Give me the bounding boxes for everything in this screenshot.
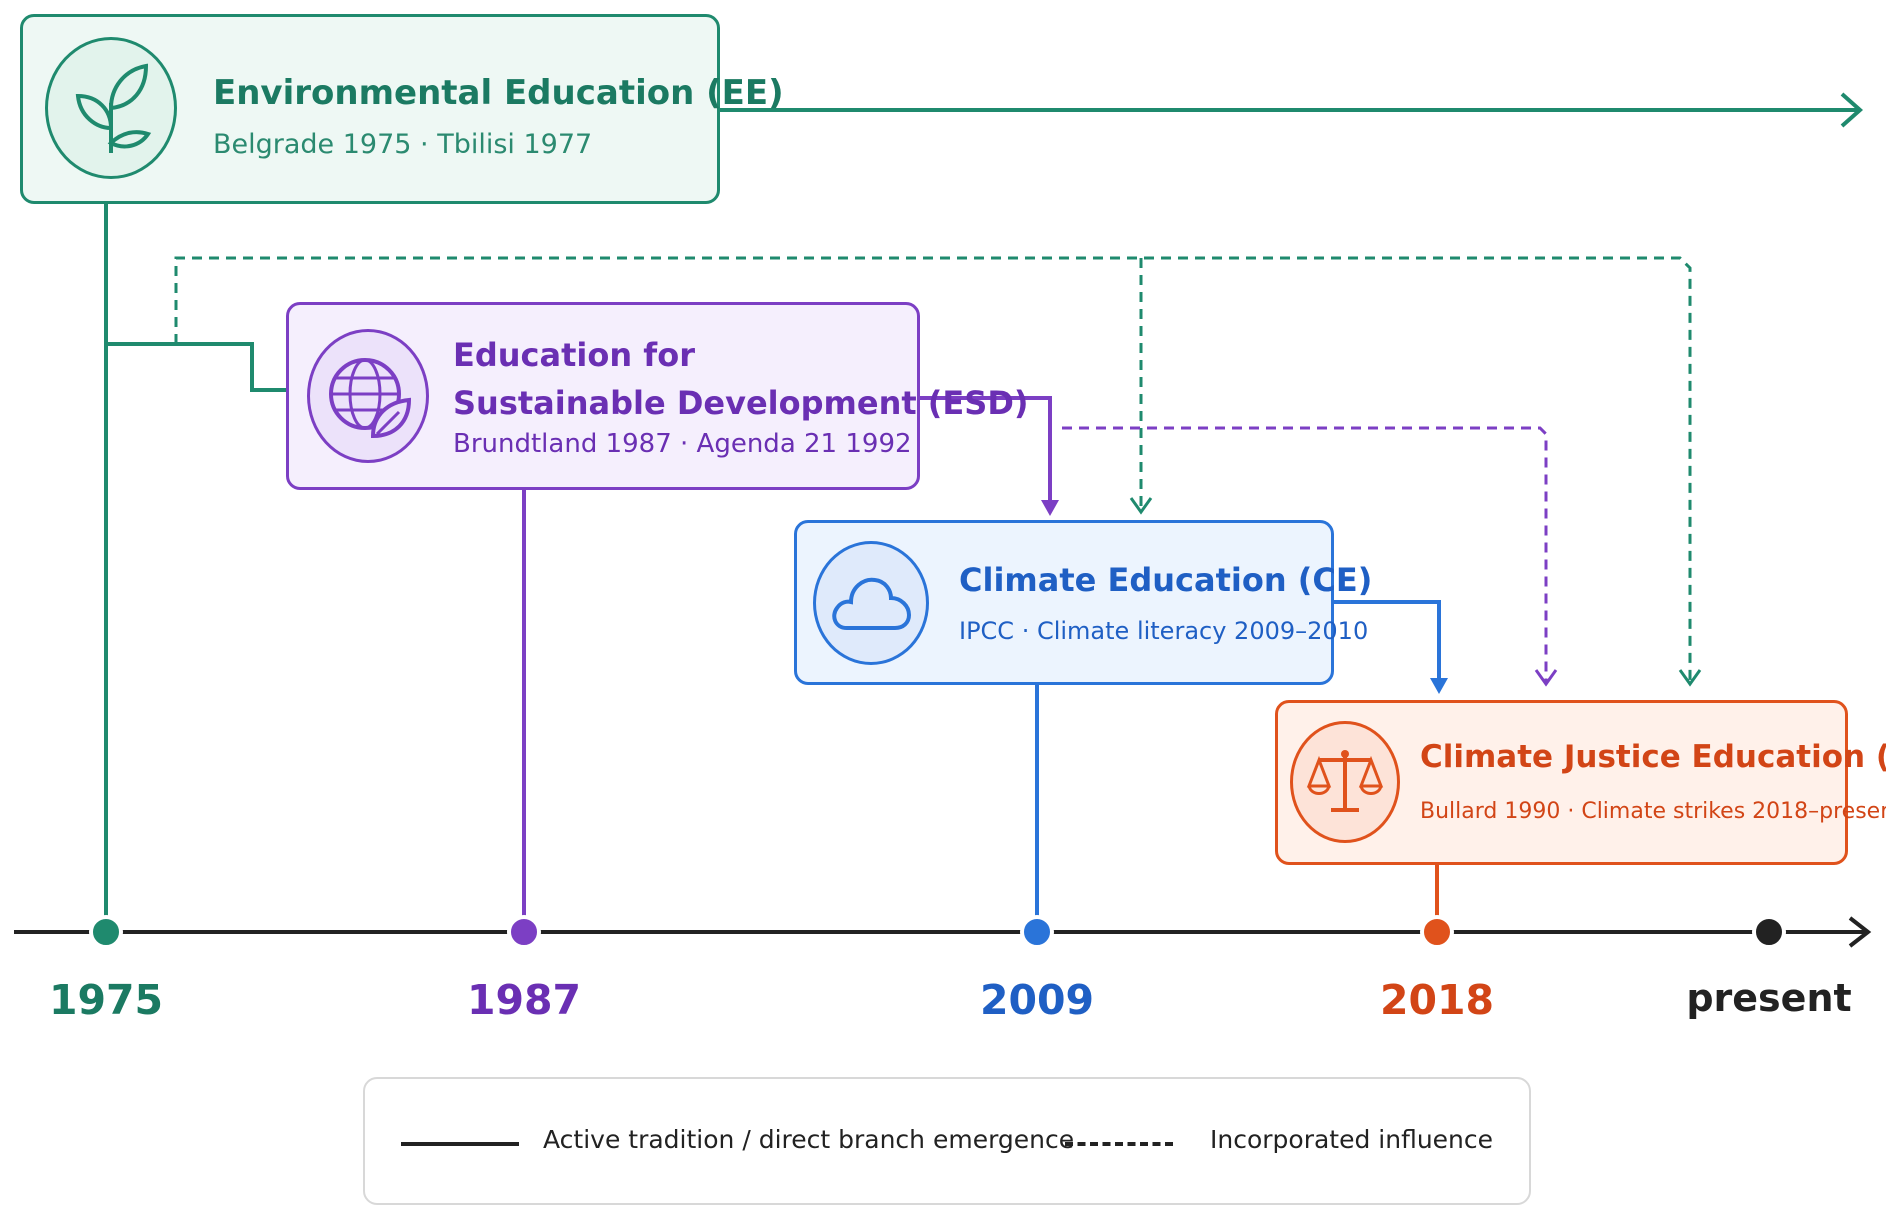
year-label-1975: 1975 — [48, 976, 164, 1024]
marker-2018 — [1420, 915, 1454, 949]
ee-continuation-arrowhead — [1840, 92, 1864, 128]
year-label-present: present — [1686, 976, 1852, 1020]
year-label-1987: 1987 — [466, 976, 582, 1024]
year-label-2009: 2009 — [979, 976, 1095, 1024]
ce-title: Climate Education (CE) — [959, 561, 1373, 599]
ce-to-cje-arrowhead — [1430, 678, 1448, 694]
ee-influence-arrowhead-cje — [1678, 669, 1702, 687]
ee-subtitle: Belgrade 1975 · Tbilisi 1977 — [213, 129, 593, 160]
cje-subtitle: Bullard 1990 · Climate strikes 2018–pres… — [1420, 799, 1886, 824]
ce-to-cje-branch — [1334, 600, 1441, 684]
globe-leaf-icon — [307, 329, 429, 463]
marker-1975 — [89, 915, 123, 949]
ee-tradition-box: Environmental Education (EE) Belgrade 19… — [20, 14, 784, 204]
legend: Active tradition / direct branch emergen… — [363, 1077, 1531, 1205]
cje-title: Climate Justice Education (CJE) — [1420, 739, 1886, 775]
ee-title: Environmental Education (EE) — [213, 73, 784, 113]
legend-solid-label: Active tradition / direct branch emergen… — [543, 1125, 1075, 1154]
year-label-2018: 2018 — [1379, 976, 1495, 1024]
cje-tradition-box: Climate Justice Education (CJE) Bullard … — [1275, 700, 1886, 865]
legend-dashed-label: Incorporated influence — [1210, 1125, 1494, 1154]
legend-dashed-swatch — [1065, 1142, 1173, 1146]
esd-to-ce-branch — [920, 396, 1052, 506]
ce-subtitle: IPCC · Climate literacy 2009–2010 — [959, 617, 1369, 645]
marker-2009 — [1020, 915, 1054, 949]
esd-tradition-box: Education for Sustainable Development (E… — [286, 302, 1029, 490]
esd-subtitle: Brundtland 1987 · Agenda 21 1992 — [453, 429, 912, 459]
esd-title-line1: Education for — [453, 336, 695, 374]
marker-1987 — [507, 915, 541, 949]
esd-influence-dashed — [1062, 426, 1548, 682]
esd-title: Education for Sustainable Development (E… — [453, 331, 1029, 427]
legend-solid-swatch — [401, 1142, 519, 1146]
esd-to-ce-arrowhead — [1041, 500, 1059, 516]
scales-of-justice-icon — [1290, 721, 1400, 843]
time-axis-arrowhead — [1848, 916, 1872, 948]
ee-influence-dashed — [174, 256, 1692, 682]
esd-title-line2: Sustainable Development (ESD) — [453, 384, 1029, 422]
ee-to-esd-branch — [106, 342, 286, 392]
marker-present — [1752, 915, 1786, 949]
ee-influence-arrowhead-ce — [1129, 497, 1153, 515]
cloud-icon — [813, 541, 929, 665]
ce-tradition-box: Climate Education (CE) IPCC · Climate li… — [794, 520, 1372, 685]
esd-influence-arrowhead — [1534, 669, 1558, 687]
leaf-sprout-icon — [45, 37, 177, 179]
